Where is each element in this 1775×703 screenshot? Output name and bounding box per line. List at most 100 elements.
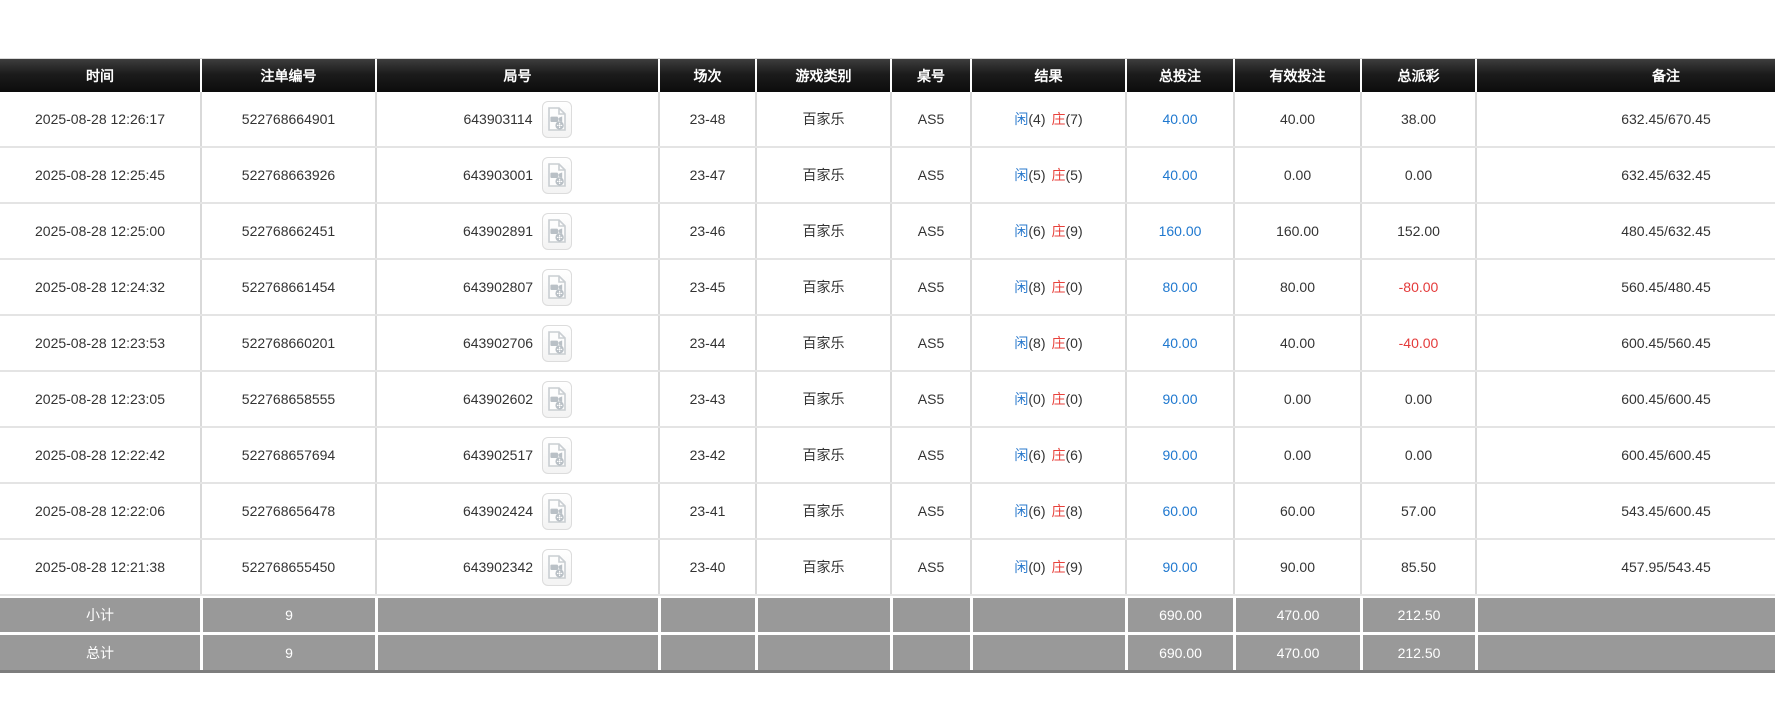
video-replay-button[interactable]: [542, 380, 573, 418]
remark-value: 543.45/600.45: [1621, 503, 1711, 519]
game-type-value: 百家乐: [802, 391, 845, 407]
result-player-label: 闲: [1014, 447, 1029, 463]
round-number-value: 643903001: [462, 167, 534, 183]
table-number-value: AS5: [917, 559, 945, 575]
cell-total-bet[interactable]: 60.00: [1125, 484, 1233, 538]
cell-session: 23-46: [658, 204, 755, 258]
table-row: 2025-08-28 12:24:32 522768661454 6439028…: [0, 260, 1775, 316]
cell-game-type: 百家乐: [755, 372, 890, 426]
result-player-label: 闲: [1014, 559, 1029, 575]
video-replay-button[interactable]: [542, 156, 573, 194]
session-value: 23-47: [689, 167, 726, 183]
time-value: 2025-08-28 12:24:32: [35, 279, 165, 295]
subtotal-row: 小计 9 690.00 470.00 212.50: [0, 598, 1775, 632]
total-bet-link[interactable]: 40.00: [1162, 335, 1198, 351]
video-replay-button[interactable]: [542, 324, 573, 362]
total-bet-link[interactable]: 60.00: [1162, 503, 1198, 519]
video-replay-button[interactable]: [542, 436, 573, 474]
total-bet-link[interactable]: 40.00: [1162, 111, 1198, 127]
cell-total-bet[interactable]: 90.00: [1125, 372, 1233, 426]
cell-total-bet[interactable]: 80.00: [1125, 260, 1233, 314]
payout-value: 152.00: [1397, 223, 1440, 239]
cell-total-bet[interactable]: 40.00: [1125, 148, 1233, 202]
table-header-row: 时间 注单编号 局号 场次 游戏类别 桌号 结果 总投注 有效投注 总派彩 备注: [0, 59, 1775, 92]
session-value: 23-41: [689, 503, 726, 519]
cell-payout: 152.00: [1360, 204, 1475, 258]
cell-round-number: 643903114: [375, 92, 658, 146]
col-header-remark: 备注: [1475, 59, 1775, 92]
cell-session: 23-44: [658, 316, 755, 370]
game-type-value: 百家乐: [802, 167, 845, 183]
result-banker-score: (0): [1065, 335, 1083, 351]
total-bet-link[interactable]: 90.00: [1162, 391, 1198, 407]
cell-time: 2025-08-28 12:24:32: [0, 260, 200, 314]
cell-result: 闲 (6) 庄 (9): [970, 204, 1125, 258]
result-player-score: (0): [1028, 559, 1046, 575]
table-number-value: AS5: [917, 111, 945, 127]
result-player-label: 闲: [1014, 167, 1029, 183]
video-replay-button[interactable]: [542, 268, 573, 306]
result-banker-label: 庄: [1051, 391, 1066, 407]
cell-bet-number: 522768662451: [200, 204, 375, 258]
cell-total-bet[interactable]: 90.00: [1125, 428, 1233, 482]
result-player-label: 闲: [1014, 503, 1029, 519]
video-replay-button[interactable]: [542, 492, 573, 530]
table-number-value: AS5: [917, 167, 945, 183]
payout-value: 0.00: [1404, 391, 1433, 407]
game-type-value: 百家乐: [802, 335, 845, 351]
video-replay-icon: [548, 387, 566, 411]
time-value: 2025-08-28 12:23:05: [35, 391, 165, 407]
total-bet-link[interactable]: 90.00: [1162, 447, 1198, 463]
result-player-label: 闲: [1014, 111, 1029, 127]
cell-total-bet[interactable]: 40.00: [1125, 92, 1233, 146]
total-bet-link[interactable]: 160.00: [1158, 223, 1202, 239]
session-value: 23-45: [689, 279, 726, 295]
result-banker-label: 庄: [1051, 279, 1066, 295]
cell-round-number: 643902807: [375, 260, 658, 314]
total-bet-link[interactable]: 40.00: [1162, 167, 1198, 183]
footer-spacer: [970, 598, 1125, 632]
subtotal-valid-bet: 470.00: [1233, 598, 1360, 632]
result-banker-score: (9): [1065, 223, 1083, 239]
round-number-value: 643902517: [462, 447, 534, 463]
video-replay-button[interactable]: [542, 212, 573, 250]
footer-spacer: [658, 598, 755, 632]
video-replay-button[interactable]: [542, 548, 573, 586]
total-bet-link[interactable]: 90.00: [1162, 559, 1198, 575]
video-replay-button[interactable]: [541, 100, 572, 138]
payout-value: -80.00: [1398, 279, 1439, 295]
col-header-session: 场次: [658, 59, 755, 92]
total-bet-link[interactable]: 80.00: [1162, 279, 1198, 295]
cell-result: 闲 (8) 庄 (0): [970, 316, 1125, 370]
payout-value: 0.00: [1404, 447, 1433, 463]
game-type-value: 百家乐: [802, 503, 845, 519]
table-number-value: AS5: [917, 503, 945, 519]
round-number-value: 643902706: [462, 335, 534, 351]
cell-bet-number: 522768658555: [200, 372, 375, 426]
cell-table-number: AS5: [890, 484, 970, 538]
cell-total-bet[interactable]: 90.00: [1125, 540, 1233, 594]
game-type-value: 百家乐: [802, 559, 845, 575]
result-banker-label: 庄: [1051, 111, 1066, 127]
result-player-label: 闲: [1014, 223, 1029, 239]
bet-number-value: 522768655450: [241, 559, 336, 575]
grand-total-count: 9: [200, 635, 375, 670]
result-banker-label: 庄: [1051, 223, 1066, 239]
table-row: 2025-08-28 12:22:06 522768656478 6439024…: [0, 484, 1775, 540]
cell-game-type: 百家乐: [755, 260, 890, 314]
cell-payout: 0.00: [1360, 148, 1475, 202]
cell-time: 2025-08-28 12:21:38: [0, 540, 200, 594]
cell-remark: 600.45/600.45: [1475, 372, 1775, 426]
cell-total-bet[interactable]: 40.00: [1125, 316, 1233, 370]
remark-value: 480.45/632.45: [1621, 223, 1711, 239]
valid-bet-value: 80.00: [1279, 279, 1316, 295]
cell-table-number: AS5: [890, 204, 970, 258]
cell-total-bet[interactable]: 160.00: [1125, 204, 1233, 258]
cell-round-number: 643902517: [375, 428, 658, 482]
table-number-value: AS5: [917, 335, 945, 351]
cell-payout: 38.00: [1360, 92, 1475, 146]
bet-number-value: 522768663926: [241, 167, 336, 183]
cell-valid-bet: 80.00: [1233, 260, 1360, 314]
payout-value: 38.00: [1400, 111, 1437, 127]
